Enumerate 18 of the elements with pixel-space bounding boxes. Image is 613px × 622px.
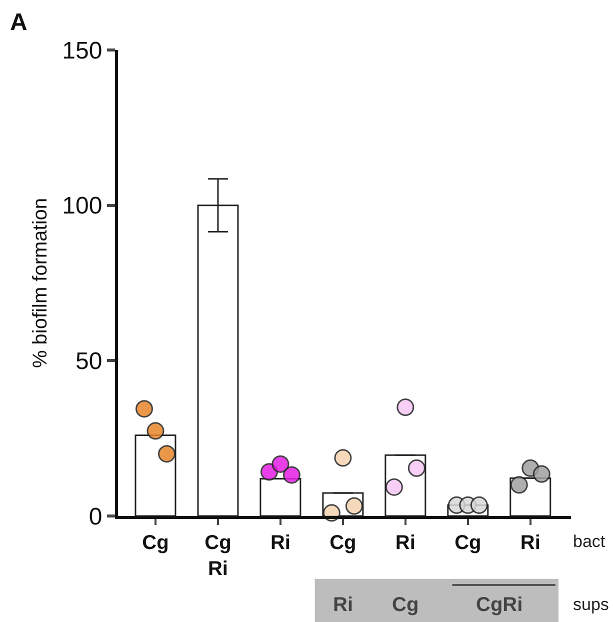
x-tick-label: Ri — [520, 532, 540, 554]
text: sups — [573, 595, 609, 614]
text: Cg — [392, 594, 419, 616]
x-tick-label: Cg Ri — [204, 532, 232, 580]
y-tick-label: 100 — [62, 192, 102, 220]
y-tick-label: 0 — [88, 503, 102, 530]
text: A — [10, 9, 28, 36]
y-axis-title: % biofilm formation — [30, 198, 52, 368]
text: Ri — [333, 594, 353, 616]
text: bact — [573, 532, 606, 551]
text: CgRi — [476, 594, 523, 616]
x-tick-label: Cg — [454, 532, 482, 554]
y-tick-label: 50 — [75, 348, 102, 376]
x-tick-label: Cg — [142, 532, 169, 554]
x-tick-label: Ri — [270, 532, 290, 554]
x-tick-label: Ri — [395, 532, 416, 554]
y-tick-label: 150 — [62, 37, 102, 64]
x-tick-label: Cg — [330, 532, 356, 554]
